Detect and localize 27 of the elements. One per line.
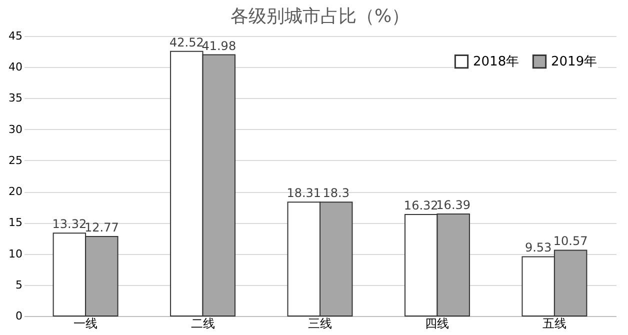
legend-label: 2018年 — [473, 54, 520, 70]
y-tick-label: 30 — [8, 122, 22, 136]
y-tick-label: 10 — [8, 247, 22, 260]
y-tick-label: 35 — [8, 92, 22, 105]
y-tick-label: 0 — [16, 310, 22, 322]
y-tick-label: 45 — [8, 30, 22, 42]
data-label: 9.53 — [524, 240, 552, 255]
data-label: 16.39 — [436, 198, 471, 212]
data-label: 10.57 — [553, 234, 588, 248]
data-label: 18.31 — [286, 186, 322, 200]
x-tick-label: 五线 — [542, 316, 566, 330]
x-tick-label: 二线 — [190, 316, 215, 330]
data-label: 16.32 — [404, 198, 438, 212]
legend-label: 2019年 — [551, 54, 598, 70]
y-tick-label: 5 — [16, 278, 22, 292]
x-tick-label: 四线 — [425, 316, 450, 330]
x-tick-label: 三线 — [308, 316, 332, 330]
y-tick-label: 25 — [8, 154, 22, 167]
data-label: 18.3 — [322, 186, 350, 200]
data-label: 41.98 — [202, 38, 236, 53]
x-tick-label: 一线 — [74, 316, 98, 330]
y-tick-label: 20 — [8, 185, 22, 198]
y-tick-label: 40 — [8, 60, 22, 74]
data-label: 13.32 — [52, 217, 87, 232]
data-label: 12.77 — [84, 220, 119, 235]
chart-title: 各级别城市占比（%） — [230, 6, 410, 27]
y-tick-label: 15 — [8, 216, 22, 230]
